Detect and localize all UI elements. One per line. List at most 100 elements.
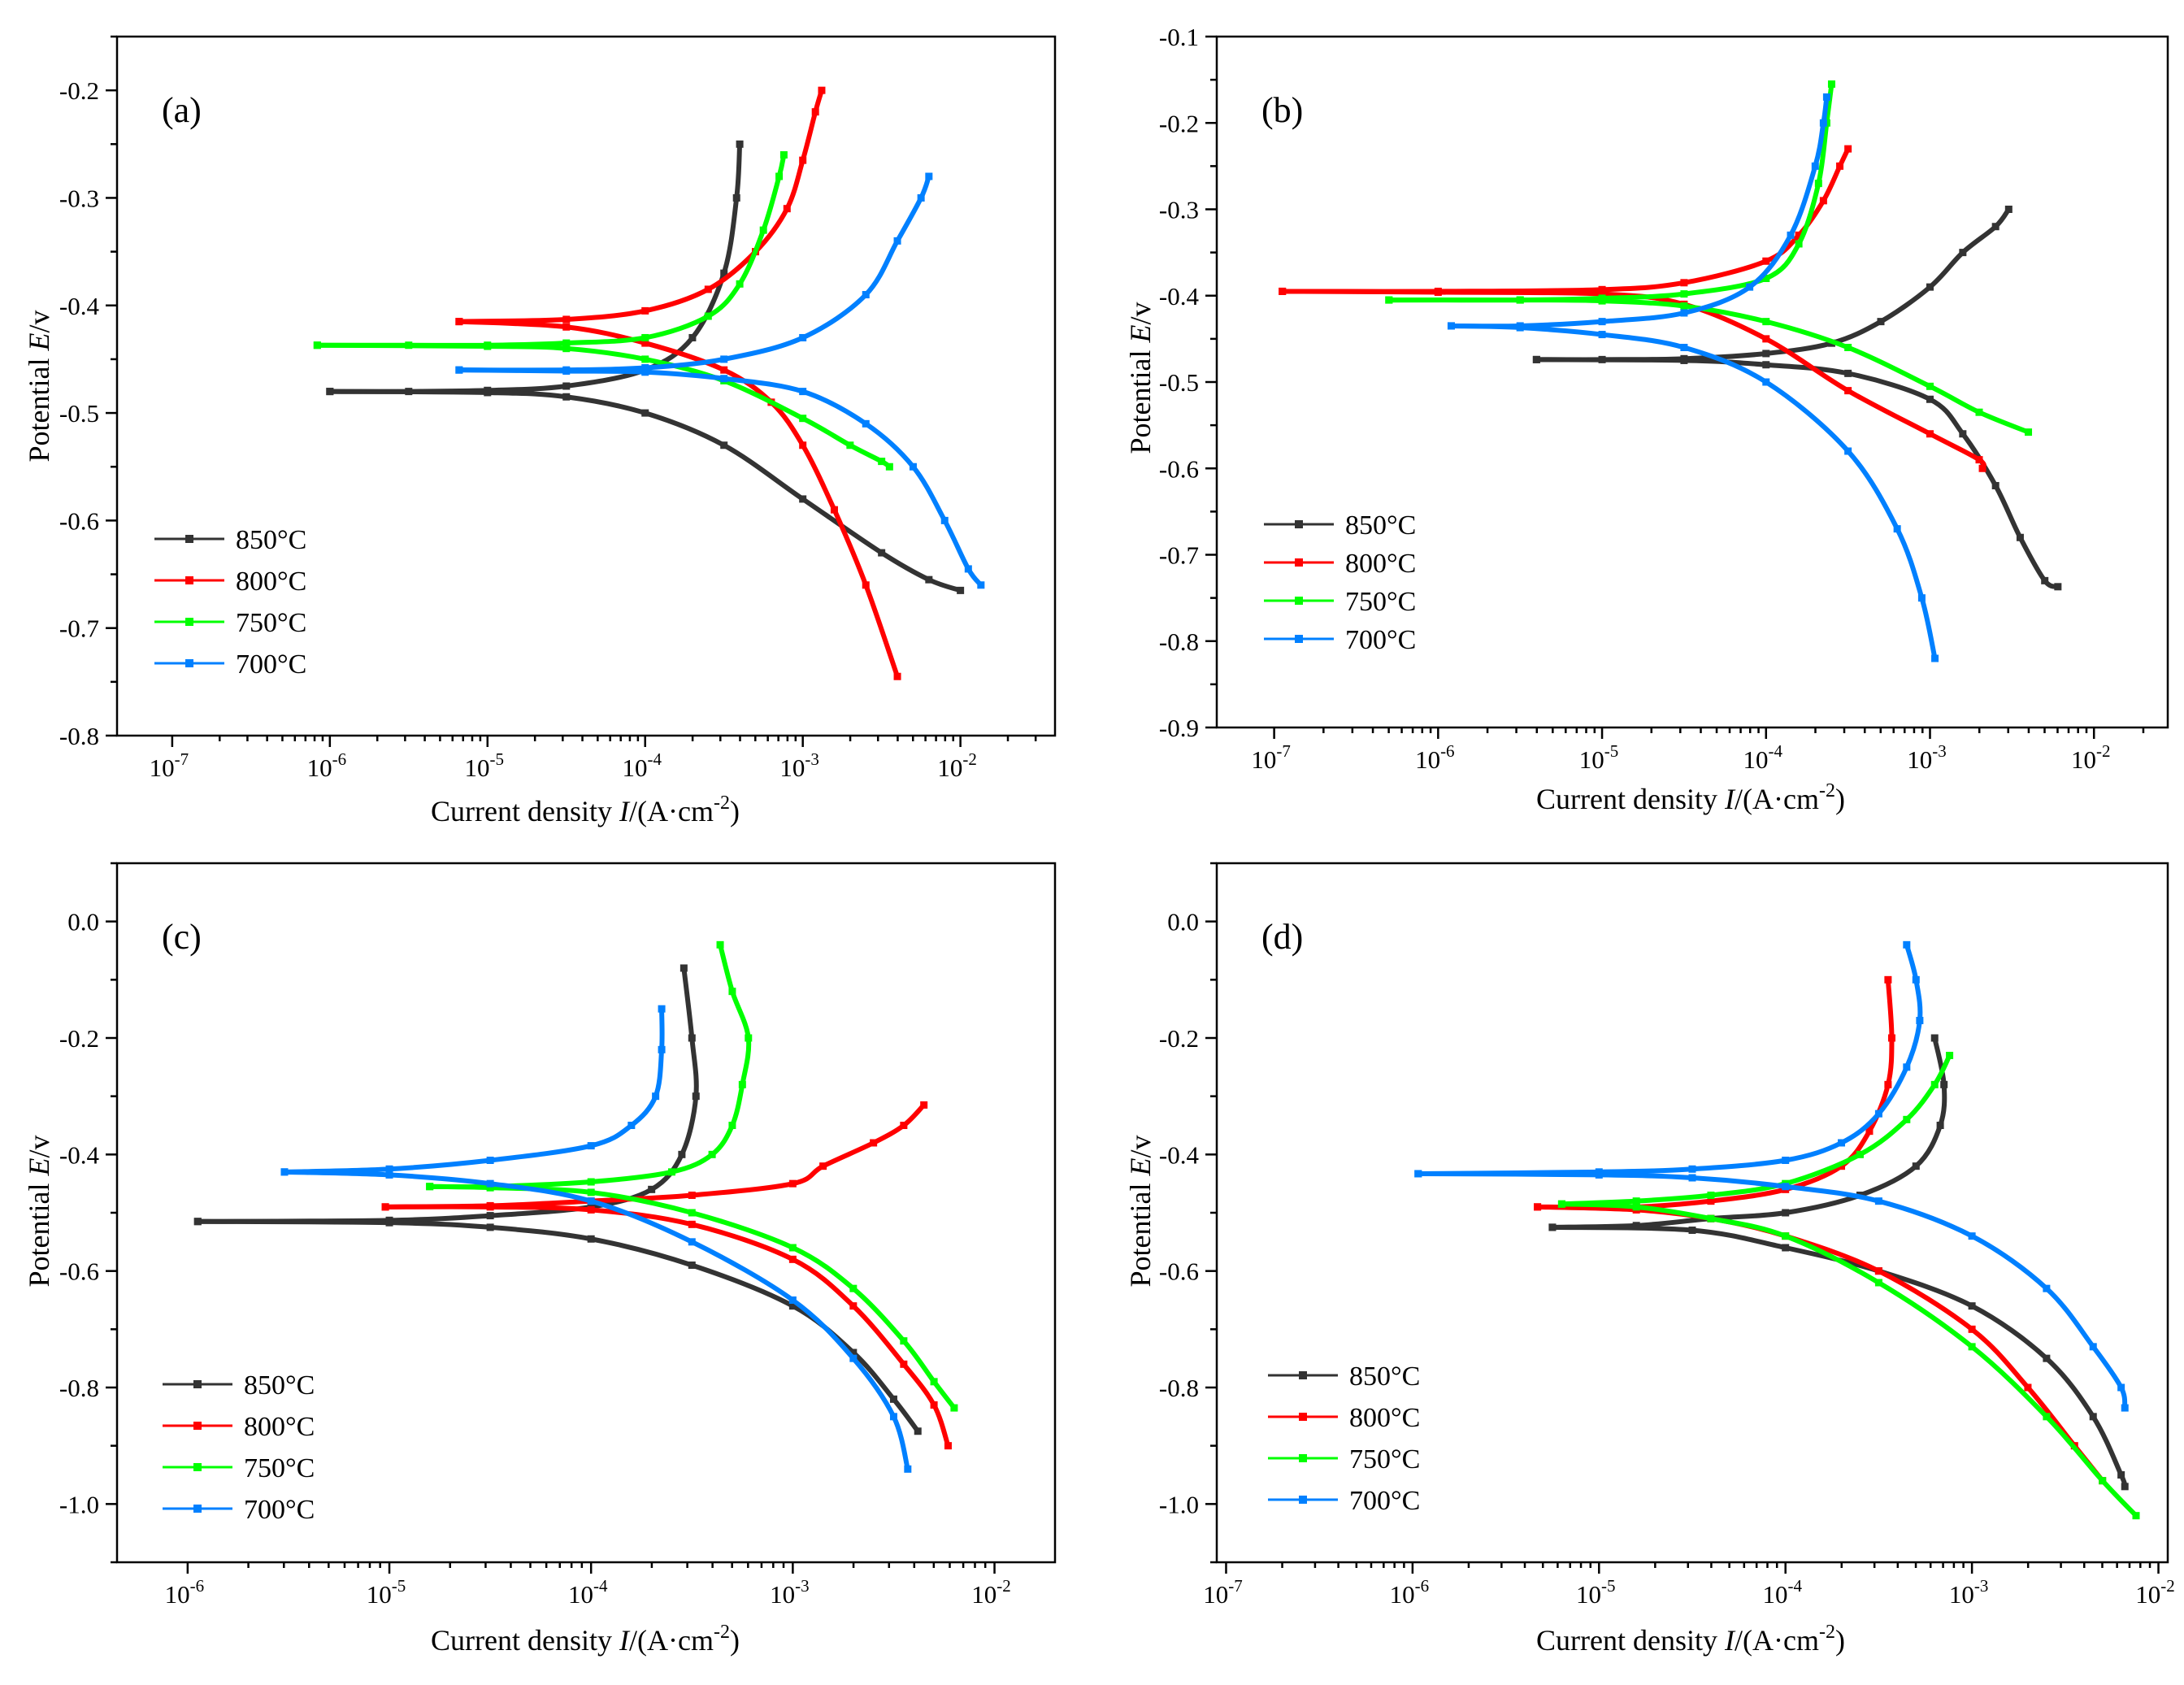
legend-label: 700°C [236,649,306,680]
legend-label: 800°C [1345,549,1416,579]
data-point [720,375,728,383]
data-point [944,1442,952,1450]
legend-label: 850°C [1345,510,1416,541]
legend-marker [1295,520,1303,528]
data-point [1940,1080,1948,1088]
data-point [1836,162,1844,170]
series-800c [455,86,901,680]
data-point [1819,197,1827,205]
x-tick-label: 10-2 [2071,741,2111,774]
data-point [788,1179,797,1188]
panel-label: (a) [162,90,202,130]
legend-label: 750°C [236,608,306,638]
data-point [849,1284,858,1292]
data-point [2099,1477,2107,1485]
data-point [688,1192,696,1199]
data-point [889,1413,897,1421]
curve-anodic [456,88,824,324]
legend-marker [193,1505,202,1513]
data-point [562,315,571,324]
data-point [920,1101,928,1109]
data-point [652,1092,660,1101]
x-axis-label: Current density I/(A·cm-2) [431,1622,740,1657]
legend-marker [185,576,193,584]
data-point [917,193,925,202]
data-point [1795,231,1803,239]
data-point [799,495,807,503]
y-tick-label: -0.6 [59,1257,99,1286]
data-point [1762,350,1770,358]
data-point [1827,80,1835,88]
data-point [783,205,791,213]
y-tick-label: -1.0 [59,1490,99,1518]
y-tick-label: -0.4 [1159,282,1200,311]
data-point [1930,1080,1939,1088]
legend-label: 700°C [244,1495,315,1525]
panel-d: -1.0 -0.8 -0.6 -0.4 -0.2 0.0 10-7 10-6 10-5 10-4 1… [1124,862,2175,1657]
curve-anodic [195,966,699,1224]
data-point [486,1179,494,1188]
data-point [1385,296,1393,304]
data-point [648,1185,656,1193]
y-tick-label: -0.7 [59,615,99,643]
data-point [720,269,728,277]
data-point [484,342,492,350]
data-point [1762,378,1770,386]
data-point [904,1465,912,1473]
curve-anodic [1549,1036,1947,1230]
data-point [811,108,819,116]
data-point [1782,1209,1790,1217]
x-tick-label: 10-2 [971,1576,1011,1609]
data-point [849,1302,858,1310]
data-point [788,1302,797,1310]
y-tick-label: -0.3 [59,184,99,212]
data-point [1534,1203,1542,1211]
x-tick-label: 10-7 [1251,741,1291,774]
data-point [1688,1174,1696,1182]
data-point [759,226,767,234]
data-point [862,581,870,589]
legend-marker [193,1422,202,1430]
data-point [799,441,807,449]
data-point [1887,1034,1895,1042]
series-750c [1557,1052,2140,1520]
data-point [641,306,649,315]
data-point [977,581,985,589]
x-tick-label: 10-7 [150,749,189,782]
panel-label: (b) [1261,90,1303,130]
y-tick-label: -0.6 [1159,1257,1199,1286]
x-tick-label: 10-3 [1949,1576,1989,1609]
legend-label: 850°C [244,1370,315,1401]
data-point [1680,309,1688,317]
legend-marker [1299,1413,1307,1421]
data-point [455,366,463,374]
y-axis-label: Potential E/v [23,1135,55,1287]
data-point [745,1034,753,1042]
data-point [692,1092,700,1101]
data-point [1595,1170,1603,1179]
legend: 850°C 800°C 750°C 700°C [163,1370,315,1525]
data-point [587,1142,595,1150]
legend-label: 850°C [1349,1361,1420,1392]
data-point [1978,464,1986,472]
data-point [900,1337,908,1345]
legend: 850°C 800°C 750°C 700°C [1268,1361,1420,1516]
y-tick-label: -0.3 [1159,196,1199,224]
series-750c [426,940,958,1412]
data-point [1903,1063,1911,1071]
data-point [486,1183,494,1192]
x-tick-label: 10-5 [367,1576,406,1609]
x-tick-label: 10-3 [779,749,819,782]
data-point [704,285,712,293]
data-point [1930,1034,1939,1042]
x-tick-label: 10-6 [307,749,347,782]
data-point [1632,1222,1640,1230]
data-point [587,1178,595,1186]
data-point [2043,1413,2051,1421]
panel-label: (d) [1261,917,1303,957]
legend-marker [1295,635,1303,643]
data-point [2004,206,2012,213]
x-axis-label: Current density I/(A·cm-2) [1536,1622,1845,1657]
y-tick-label: -0.2 [59,76,99,105]
y-tick-label: -1.0 [1159,1490,1199,1518]
